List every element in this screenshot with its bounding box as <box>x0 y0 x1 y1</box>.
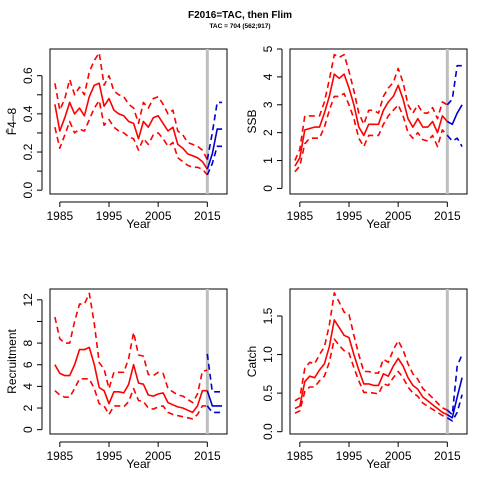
x-axis-label: Year <box>126 217 150 231</box>
projection-lower-bound-line <box>206 405 223 414</box>
y-tick-label: 4 <box>261 73 275 80</box>
x-tick-label: 2015 <box>194 209 221 223</box>
y-tick-label: 8 <box>21 339 35 346</box>
projection-upper-bound-line <box>206 353 223 393</box>
x-tick-label: 2005 <box>385 209 412 223</box>
historic-median-line <box>294 73 448 167</box>
projection-median-line <box>206 390 223 407</box>
x-tick-label: 2015 <box>194 449 221 463</box>
projection-upper-bound-line <box>446 354 463 416</box>
historic-upper-bound-line <box>54 51 209 161</box>
y-tick-label: 0.6 <box>21 67 35 84</box>
x-tick-label: 1995 <box>96 209 123 223</box>
y-tick-label: 3 <box>261 101 275 108</box>
historic-upper-bound-line <box>294 292 448 411</box>
x-tick-label: 2005 <box>145 449 172 463</box>
x-axis-label: Year <box>366 217 390 231</box>
historic-median-line <box>54 346 208 414</box>
y-tick-label: 5 <box>261 45 275 52</box>
y-tick-label: 2 <box>261 129 275 136</box>
y-tick-label: 0.0 <box>261 423 275 440</box>
plot-frame <box>49 48 228 195</box>
y-tick-label: 1 <box>261 157 275 164</box>
projection-lower-bound-line <box>206 145 223 176</box>
y-axis-label: SSB <box>245 109 259 133</box>
y-tick-label: 2 <box>21 404 35 411</box>
historic-lower-bound-line <box>54 99 208 176</box>
plot-frame <box>49 288 228 435</box>
y-tick-label: 1.5 <box>261 307 275 324</box>
plot-frame <box>289 288 468 435</box>
y-axis-label: F̄4–8 <box>5 108 19 136</box>
chart-panel-1: 1985 1995 2005 2015 Year 0.0 0.2 0.4 0.6 F̄4–8 <box>5 48 228 231</box>
chart-panel-2: 1985 1995 2005 2015 Year 0 1 2 3 4 5 SSB <box>245 45 468 231</box>
x-tick-label: 1995 <box>336 449 363 463</box>
x-tick-label: 1985 <box>46 449 73 463</box>
x-axis-label: Year <box>126 457 150 471</box>
historic-lower-bound-line <box>294 92 448 173</box>
x-tick-label: 1985 <box>286 449 313 463</box>
x-axis-label: Year <box>366 457 390 471</box>
y-axis-label: Recruitment <box>5 328 19 393</box>
chart-subtitle: TAC = 704 (562;917) <box>209 23 271 30</box>
x-tick-label: 2005 <box>145 209 172 223</box>
y-tick-label: 0.2 <box>21 143 35 160</box>
projection-lower-bound-line <box>446 394 463 422</box>
projection-upper-bound-line <box>446 64 463 106</box>
y-tick-label: 0.5 <box>261 384 275 401</box>
chart-title: F2016=TAC, then Flim <box>187 10 292 21</box>
historic-lower-bound-line <box>54 377 208 420</box>
x-tick-label: 2015 <box>434 209 461 223</box>
x-tick-label: 1995 <box>336 209 363 223</box>
x-tick-label: 2015 <box>434 449 461 463</box>
y-tick-label: 4 <box>21 383 35 390</box>
y-tick-label: 12 <box>21 293 35 307</box>
projection-upper-bound-line <box>206 101 223 160</box>
historic-median-line <box>54 82 208 170</box>
x-tick-label: 1985 <box>46 209 73 223</box>
x-tick-label: 1995 <box>96 449 123 463</box>
historic-lower-bound-line <box>294 338 448 419</box>
y-tick-label: 6 <box>21 361 35 368</box>
plot-frame <box>289 48 468 195</box>
projection-median-line <box>206 128 223 170</box>
y-tick-label: 1.0 <box>261 346 275 363</box>
x-tick-label: 2005 <box>385 449 412 463</box>
y-tick-label: 0 <box>261 185 275 192</box>
y-tick-label: 0.0 <box>21 182 35 199</box>
y-axis-label: Catch <box>245 346 259 377</box>
projection-lower-bound-line <box>446 134 463 148</box>
y-tick-label: 0 <box>21 426 35 433</box>
projection-median-line <box>446 377 463 419</box>
x-tick-label: 1985 <box>286 209 313 223</box>
y-tick-label: 0.4 <box>21 105 35 122</box>
historic-upper-bound-line <box>54 292 208 404</box>
historic-median-line <box>294 319 448 416</box>
chart-panel-3: 1985 1995 2005 2015 Year 0 2 4 6 8 12 Recruitment <box>5 288 228 471</box>
chart-panel-4: 1985 1995 2005 2015 Year 0.0 0.5 1.0 1.5 Catch <box>245 288 468 471</box>
projection-median-line <box>446 104 463 126</box>
historic-upper-bound-line <box>294 53 448 161</box>
